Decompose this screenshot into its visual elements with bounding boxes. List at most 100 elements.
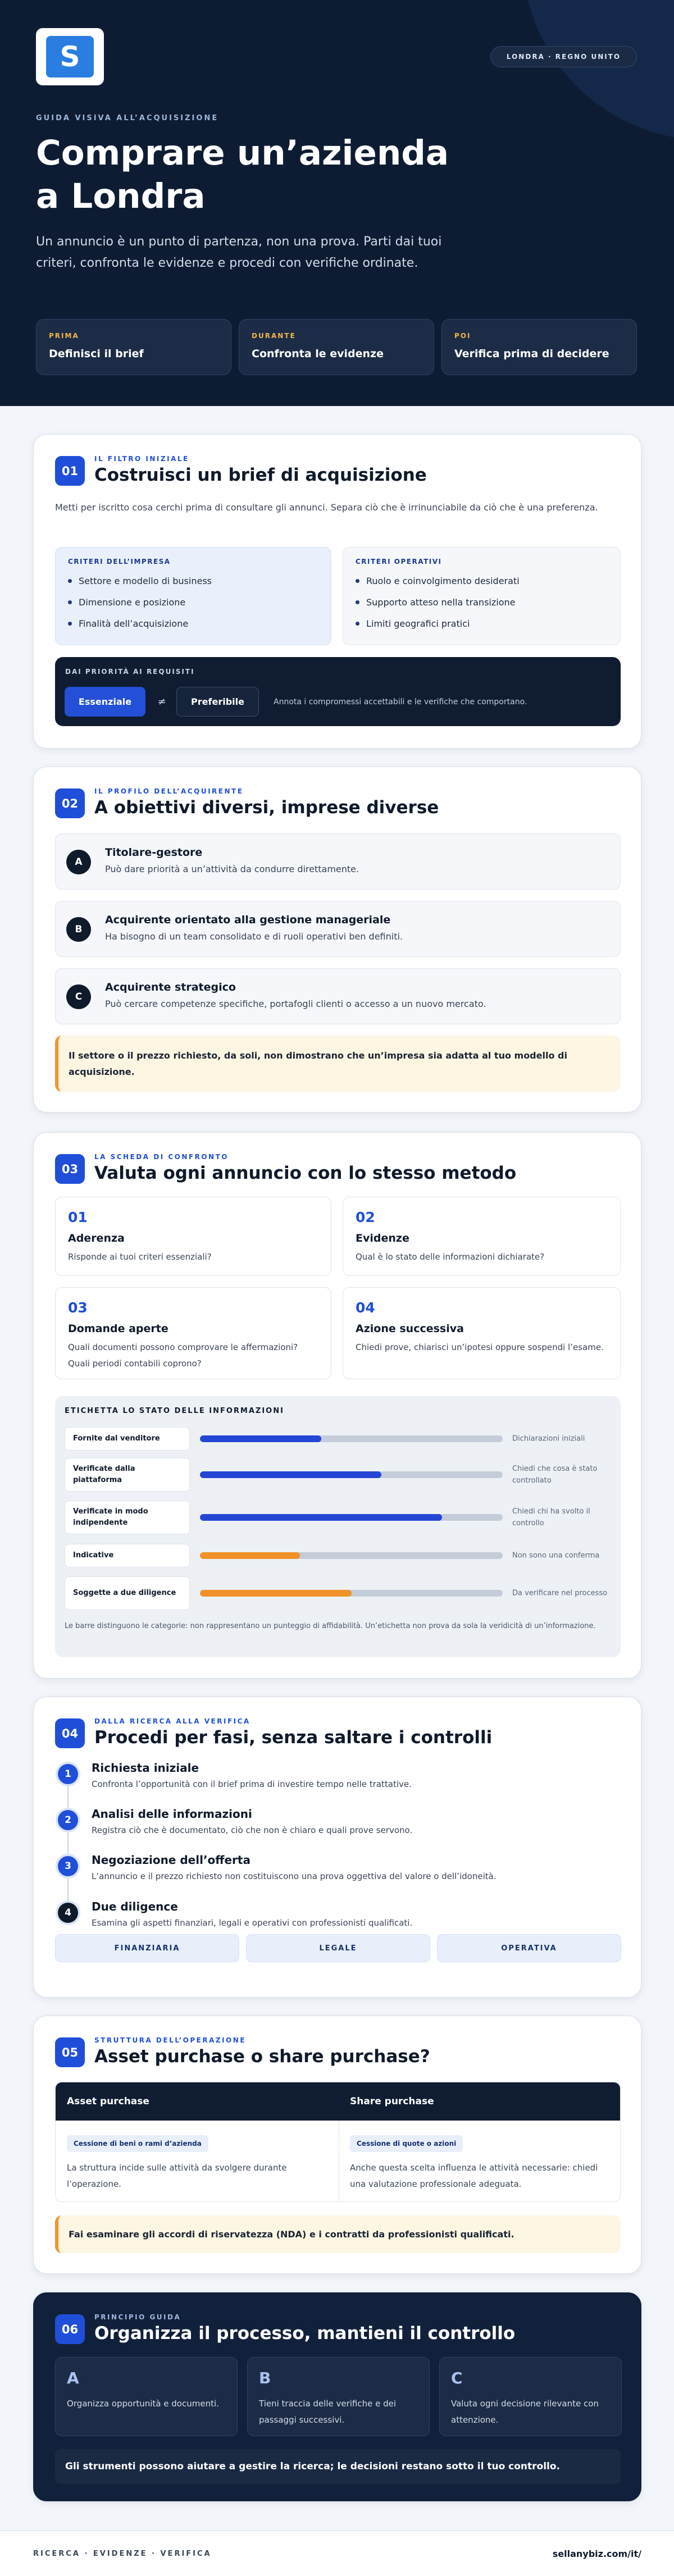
bullet xyxy=(68,600,72,604)
status-track xyxy=(200,1552,503,1559)
principle-text: Tieni traccia delle verifiche e dei pass… xyxy=(259,2399,397,2425)
table-header xyxy=(56,2082,620,2121)
closing-bar: Gli strumenti possono aiutare a gestire … xyxy=(55,2449,621,2484)
step-text: L’annuncio e il prezzo richiesto non cos… xyxy=(92,1871,497,1881)
step-label: POI xyxy=(454,332,471,340)
logo-mark: S xyxy=(46,36,94,77)
step-title: Negoziazione dell’offerta xyxy=(92,1853,251,1867)
section-card: 05 STRUTTURA DELL’OPERAZIONE Asset purchas… xyxy=(33,2016,641,2274)
section-title: Valuta ogni annuncio con lo stesso metod… xyxy=(94,1163,517,1183)
step-text: Esamina gli aspetti finanziari, legali e… xyxy=(92,1918,413,1928)
criteria-item: Settore e modello di business xyxy=(68,570,318,591)
section-eyebrow: IL PROFILO DELL’ACQUIRENTE xyxy=(94,787,244,795)
decor-circle xyxy=(522,0,674,140)
criteria-card: 04 Azione successiva Chiedi prove, chiaris… xyxy=(343,1287,621,1379)
section-card: 03 LA SCHEDA DI CONFRONTO Valuta ogni annu… xyxy=(33,1132,641,1679)
eyebrow: GUIDA VISIVA ALL’ACQUISIZIONE xyxy=(36,114,219,122)
page-title: Comprare un’azienda a Londra xyxy=(36,133,449,216)
step-card: DURANTE Confronta le evidenze xyxy=(239,319,434,375)
status-track xyxy=(200,1435,503,1442)
item-text: Supporto atteso nella transizione xyxy=(366,596,516,608)
step-title: Due diligence xyxy=(92,1900,178,1913)
status-label-text: Soggette a due diligence xyxy=(73,1589,176,1597)
section-eyebrow: IL FILTRO INIZIALE xyxy=(94,455,189,463)
location-badge: LONDRA · REGNO UNITO xyxy=(490,46,637,67)
criteria-column: CRITERI OPERATIVI Ruolo e coinvolgimento … xyxy=(343,547,621,645)
section-eyebrow: LA SCHEDA DI CONFRONTO xyxy=(94,1153,229,1161)
table-heading: Share purchase xyxy=(350,2096,434,2107)
callout-text: Il settore o il prezzo richiesto, da sol… xyxy=(69,1050,567,1077)
card-number: 03 xyxy=(68,1300,88,1316)
footer-right: sellanybiz.com/it/ xyxy=(552,2548,641,2559)
section-card: 06 PRINCIPIO GUIDA Organizza il processo, … xyxy=(33,2292,641,2501)
step-text: Registra ciò che è documentato, ciò che … xyxy=(92,1825,413,1835)
section-title: Asset purchase o share purchase? xyxy=(94,2046,430,2067)
primary-button: Essenziale xyxy=(65,687,145,717)
status-label-text: Indicative xyxy=(73,1551,114,1560)
status-label: Soggette a due diligence xyxy=(65,1576,190,1610)
status-label-text: Verificate dalla piattaforma xyxy=(73,1465,135,1484)
card-title: Evidenze xyxy=(356,1232,409,1244)
status-bar xyxy=(200,1590,352,1597)
column-title: CRITERI OPERATIVI xyxy=(356,558,442,566)
step-circle: 4 xyxy=(56,1900,80,1925)
closing-text: Gli strumenti possono aiutare a gestire … xyxy=(65,2461,561,2472)
section-number: 04 xyxy=(55,1718,85,1748)
callout: Fai esaminare gli accordi di riservatezz… xyxy=(55,2215,621,2253)
status-note: Non sono una conferma xyxy=(512,1551,600,1560)
profile-text: Può dare priorità a un’attività da condu… xyxy=(105,864,359,874)
section-number: 02 xyxy=(55,788,85,818)
comparison-table: Asset purchase Cessione di beni o rami d’… xyxy=(55,2082,621,2202)
step-label: PRIMA xyxy=(49,332,79,340)
profile-card: B Acquirente orientato alla gestione mana… xyxy=(55,901,621,957)
section-card: 02 IL PROFILO DELL’ACQUIRENTE A obiettivi … xyxy=(33,767,641,1113)
intro: Metti per iscritto cosa cerchi prima di … xyxy=(55,502,598,513)
section-eyebrow: DALLA RICERCA ALLA VERIFICA xyxy=(94,1717,251,1725)
table-heading: Asset purchase xyxy=(67,2096,149,2107)
section-card: 01 IL FILTRO INIZIALE Costruisci un brief … xyxy=(33,434,641,749)
section-title: Costruisci un brief di acquisizione xyxy=(94,465,427,485)
callout-text: Fai esaminare gli accordi di riservatezz… xyxy=(69,2229,514,2240)
profile-badge: B xyxy=(66,917,91,942)
section-title: Procedi per fasi, senza saltare i contro… xyxy=(94,1727,493,1748)
bullet xyxy=(356,578,359,583)
profile-title: Acquirente strategico xyxy=(105,981,236,993)
step-text: Confronta le evidenze xyxy=(252,348,384,360)
section-eyebrow: STRUTTURA DELL’OPERAZIONE xyxy=(94,2036,246,2044)
step-text: Definisci il brief xyxy=(49,348,144,360)
step-title: Analisi delle informazioni xyxy=(92,1807,252,1821)
timeline-line xyxy=(67,1774,69,1913)
step-text: Verifica prima di decidere xyxy=(454,348,609,360)
status-track xyxy=(200,1590,503,1597)
status-footnote: Le barre distinguono le categorie: non r… xyxy=(65,1622,596,1630)
profile-text: Può cercare competenze specifiche, porta… xyxy=(105,999,486,1009)
diligence-tag: FINANZIARIA xyxy=(55,1934,239,1962)
header: S LONDRA · REGNO UNITO GUIDA VISIVA ALL’AC… xyxy=(0,0,674,406)
card-text: Quali documenti possono comprovare le af… xyxy=(68,1342,298,1369)
criteria-card: 01 Aderenza Risponde ai tuoi criteri essen… xyxy=(55,1197,331,1276)
section-card: 04 DALLA RICERCA ALLA VERIFICA Procedi per… xyxy=(33,1697,641,1998)
section-number: 03 xyxy=(55,1154,85,1184)
criteria-item: Supporto atteso nella transizione xyxy=(356,591,608,613)
principle-card: B Tieni traccia delle verifiche e dei pas… xyxy=(247,2357,430,2436)
principle-text: Organizza opportunità e documenti. xyxy=(67,2399,219,2409)
principle-card: C Valuta ogni decisione rilevante con att… xyxy=(439,2357,622,2436)
item-text: Limiti geografici pratici xyxy=(366,618,470,629)
criteria-item: Ruolo e coinvolgimento desiderati xyxy=(356,570,608,591)
section-number: 05 xyxy=(55,2037,85,2067)
structure-tag: Cessione di beni o rami d’azienda xyxy=(67,2135,208,2152)
card-number: 02 xyxy=(356,1209,375,1225)
card-title: Azione successiva xyxy=(356,1323,464,1335)
diligence-tag: OPERATIVA xyxy=(437,1934,621,1962)
status-label-text: Fornite dal venditore xyxy=(73,1434,160,1443)
card-text: Qual è lo stato delle informazioni dichi… xyxy=(356,1252,545,1262)
item-text: Ruolo e coinvolgimento desiderati xyxy=(366,575,520,586)
bullet xyxy=(68,621,72,626)
criteria-item: Limiti geografici pratici xyxy=(356,613,608,634)
logo: S xyxy=(36,28,104,85)
status-label: Verificate in modo indipendente xyxy=(65,1501,190,1534)
status-bar xyxy=(200,1435,321,1442)
criteria-item: Dimensione e posizione xyxy=(68,591,318,613)
profile-card: C Acquirente strategico Può cercare compet… xyxy=(55,968,621,1024)
